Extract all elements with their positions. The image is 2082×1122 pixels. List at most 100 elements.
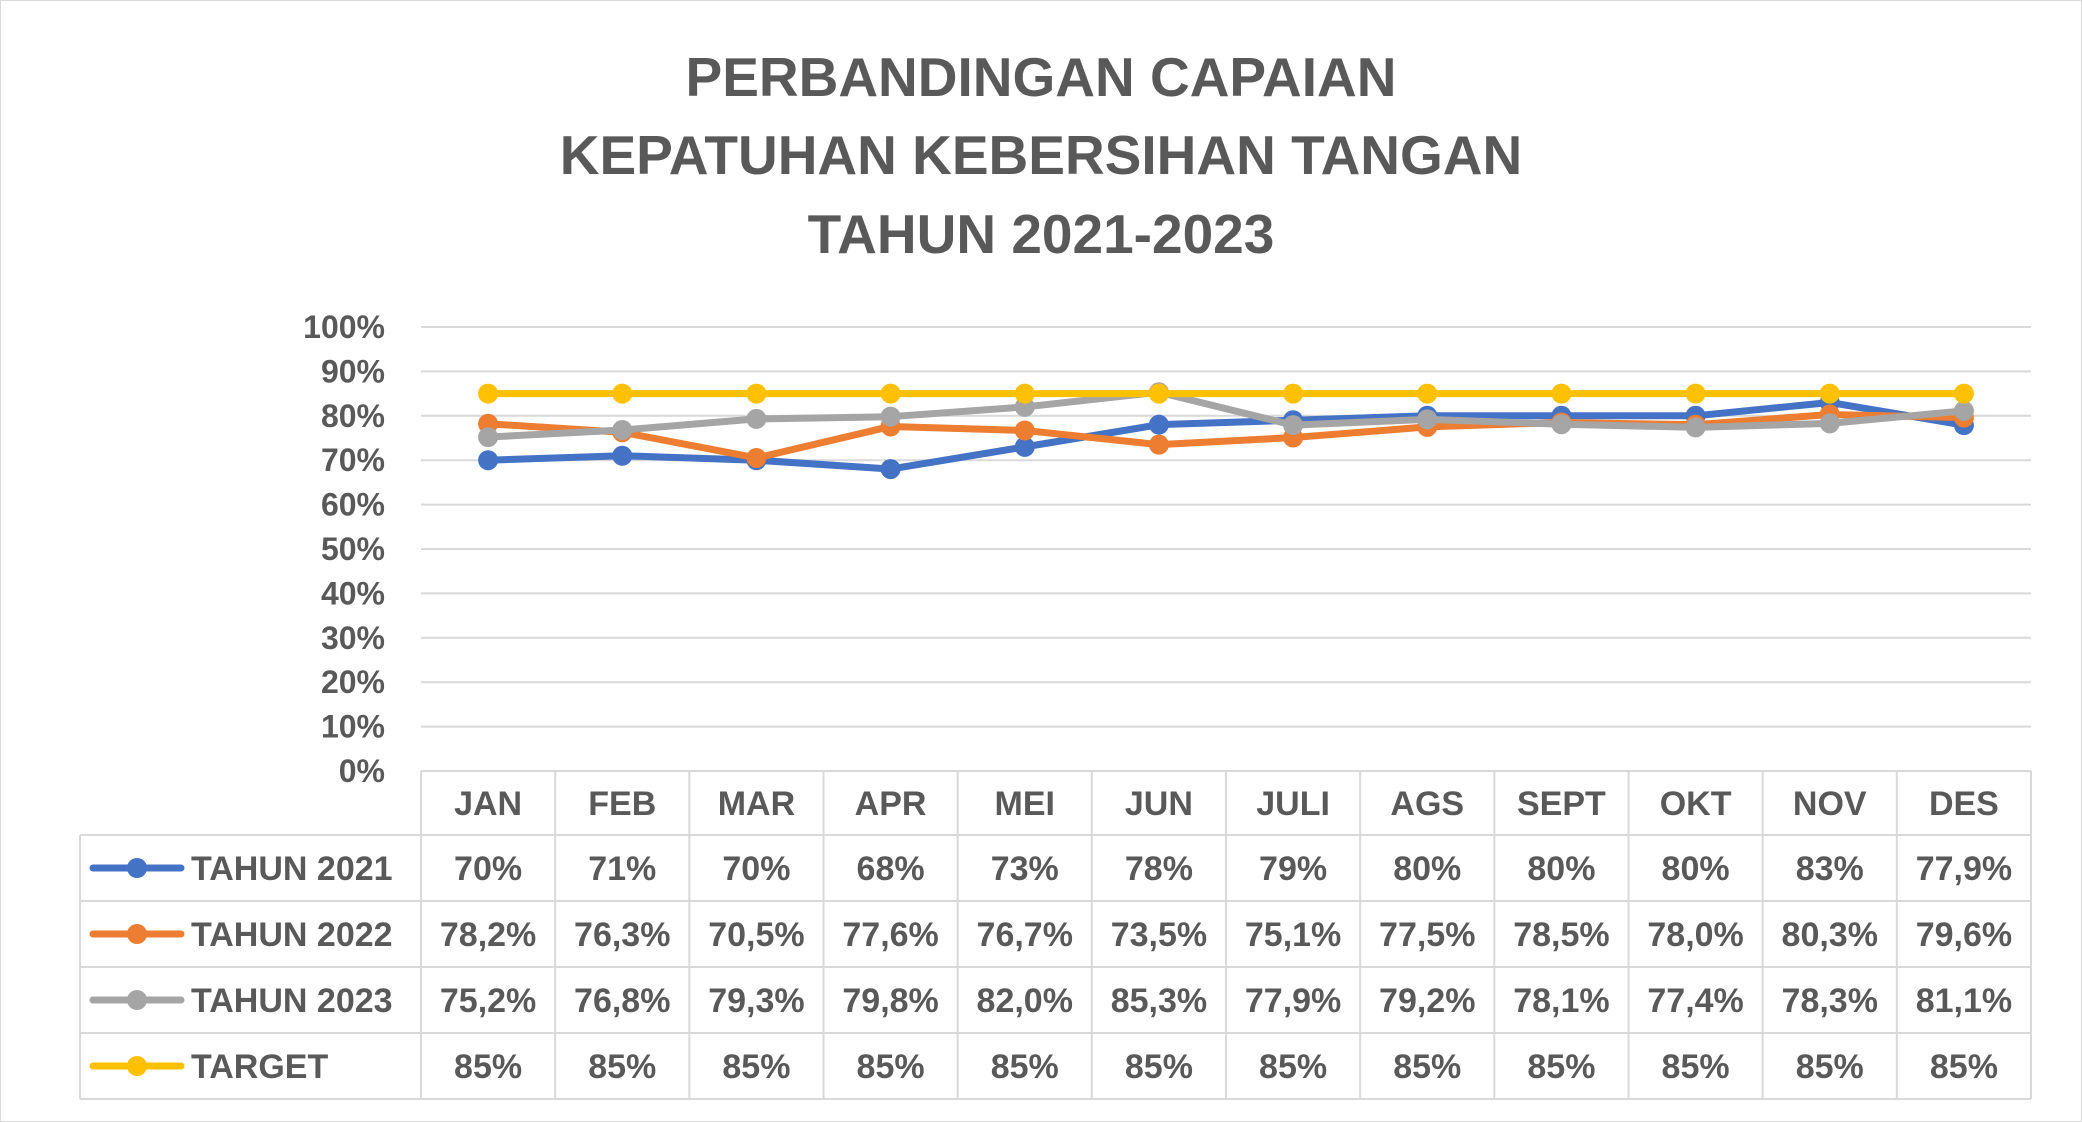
data-label: 85,3% [1111,982,1207,1020]
legend-key-marker [127,1056,147,1076]
data-label: 79,8% [842,982,938,1020]
data-label: 85% [588,1048,656,1086]
y-tick-label: 80% [321,398,385,434]
data-point [612,420,633,441]
data-label: 76,3% [574,916,670,954]
data-label: 79,2% [1379,982,1475,1020]
data-point [1685,417,1706,438]
data-label: 78,0% [1647,916,1743,954]
data-label: 81,1% [1916,982,2012,1020]
data-label: 85% [454,1048,522,1086]
x-tick-label: JULI [1256,785,1330,823]
data-point [746,447,767,468]
gridlines [421,326,2031,728]
chart-title-line-3: TAHUN 2021-2023 [808,203,1275,265]
data-point [478,383,499,404]
data-point [478,427,499,448]
data-label: 78,2% [440,916,536,954]
legend-label: TARGET [191,1048,328,1086]
data-label: 71% [588,850,656,888]
legend-label: TAHUN 2021 [191,850,393,888]
legend-key-marker [127,924,147,944]
series-line [484,388,1968,441]
data-label: 77,9% [1245,982,1341,1020]
data-point [1685,383,1706,404]
data-label: 85% [722,1048,790,1086]
data-point [612,383,633,404]
data-point [1953,383,1974,404]
data-label: 75,1% [1245,916,1341,954]
legend-label: TAHUN 2022 [191,916,393,954]
data-label: 85% [1393,1048,1461,1086]
series-target [478,383,1974,404]
legend-key-marker [127,858,147,878]
y-tick-label: 70% [321,442,385,478]
data-label: 75,2% [440,982,536,1020]
data-label: 85% [1796,1048,1864,1086]
x-tick-label: AGS [1390,785,1464,823]
data-point [1148,383,1169,404]
data-point [1819,383,1840,404]
chart-title: PERBANDINGAN CAPAIAN KEPATUHAN KEBERSIHA… [560,46,1523,265]
data-label: 78,1% [1513,982,1609,1020]
data-label: 82,0% [977,982,1073,1020]
data-label: 85% [991,1048,1059,1086]
y-tick-label: 10% [321,709,385,745]
y-tick-label: 0% [339,753,385,789]
y-axis-tick-labels: 0% 10% 20% 30% 40% 50% 60% 70% 80% 90% 100% [303,309,385,789]
series-line [484,410,1968,462]
data-point [1014,420,1035,441]
data-label: 80,3% [1782,916,1878,954]
y-tick-label: 90% [321,353,385,389]
data-point [1953,400,1974,421]
legend-key-marker [127,990,147,1010]
table-row: TAHUN 2023 75,2% 76,8% 79,3% 79,8% 82,0% 85,3%… [89,982,2012,1020]
data-point [1283,383,1304,404]
data-label: 85% [857,1048,925,1086]
data-label: 77,6% [842,916,938,954]
data-label: 85% [1527,1048,1595,1086]
data-label: 78,3% [1782,982,1878,1020]
x-tick-label: NOV [1793,785,1867,823]
x-tick-label: JUN [1125,785,1193,823]
x-tick-label: MAR [718,785,795,823]
data-label: 85% [1125,1048,1193,1086]
x-tick-label: DES [1929,785,1999,823]
data-label: 76,8% [574,982,670,1020]
data-label: 78,5% [1513,916,1609,954]
data-label: 70% [454,850,522,888]
data-point [746,383,767,404]
data-label: 68% [857,850,925,888]
x-tick-label: JAN [454,785,522,823]
data-point [1551,383,1572,404]
y-tick-label: 60% [321,487,385,523]
data-point [1148,434,1169,455]
y-tick-label: 50% [321,531,385,567]
data-label: 85% [1930,1048,1998,1086]
data-label: 80% [1527,850,1595,888]
data-label: 77,4% [1647,982,1743,1020]
legend-label: TAHUN 2023 [191,982,393,1020]
data-point [1283,415,1304,436]
data-point [612,445,633,466]
y-tick-label: 30% [321,620,385,656]
x-tick-label: MEI [995,785,1055,823]
chart-title-line-2: KEPATUHAN KEBERSIHAN TANGAN [560,124,1523,186]
data-label: 78% [1125,850,1193,888]
data-point [1819,413,1840,434]
data-label: 77,5% [1379,916,1475,954]
data-label: 80% [1393,850,1461,888]
data-label: 70,5% [708,916,804,954]
data-label: 85% [1662,1048,1730,1086]
table-row: TARGET 85% 85% 85% 85% 85% 85% 85% 85% 85% 85% 85% 8… [89,1048,1998,1086]
data-point [1014,436,1035,457]
chart-title-line-1: PERBANDINGAN CAPAIAN [686,46,1397,108]
data-point [1417,409,1438,430]
data-point [746,408,767,429]
y-tick-label: 40% [321,575,385,611]
data-point [478,450,499,471]
series-lines [478,382,1974,480]
data-label: 76,7% [977,916,1073,954]
